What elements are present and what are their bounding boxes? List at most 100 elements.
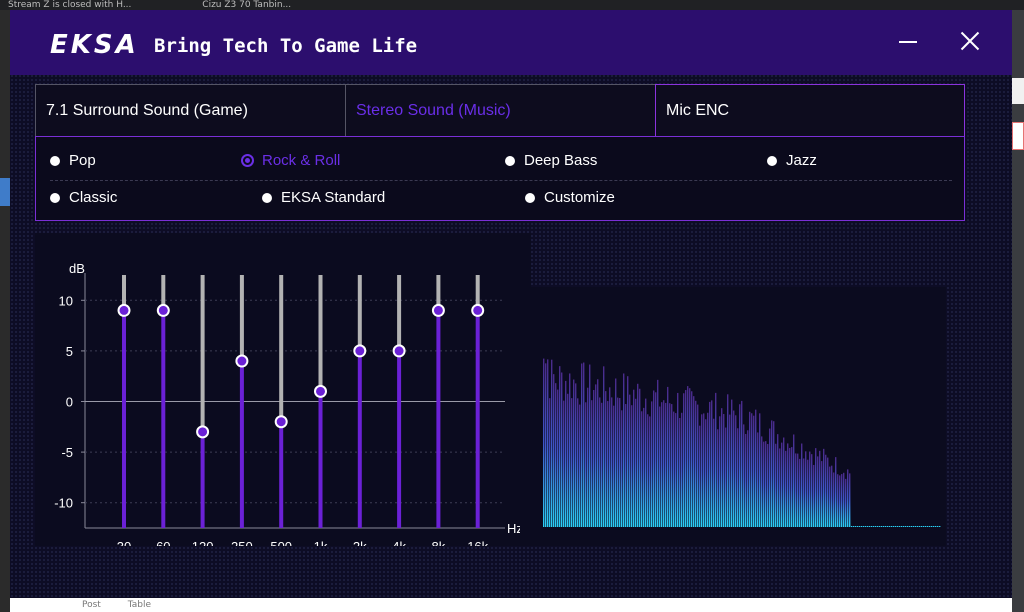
spectrum-bar bbox=[817, 456, 819, 527]
spectrum-bar bbox=[625, 404, 627, 527]
eq-slider-knob[interactable] bbox=[471, 303, 485, 317]
x-tick-label: 8k bbox=[432, 539, 446, 546]
spectrum-bar bbox=[795, 453, 797, 527]
close-button[interactable] bbox=[954, 26, 984, 56]
minimize-button[interactable] bbox=[894, 26, 924, 56]
spectrum-bar bbox=[569, 373, 571, 527]
spectrum-bar bbox=[583, 362, 585, 527]
spectrum-bar bbox=[751, 413, 753, 527]
background-selected-item bbox=[0, 178, 10, 206]
eq-slider-knob[interactable] bbox=[235, 354, 249, 368]
y-tick-label: 10 bbox=[59, 293, 73, 308]
spectrum-bar bbox=[759, 413, 761, 527]
spectrum-bar bbox=[729, 414, 731, 527]
tab-surround-sound-game[interactable]: 7.1 Surround Sound (Game) bbox=[35, 84, 346, 136]
spectrum-bar bbox=[799, 458, 801, 527]
x-tick-label: 1k bbox=[314, 539, 328, 546]
spectrum-bar bbox=[873, 526, 875, 527]
spectrum-bar bbox=[631, 405, 633, 527]
spectrum-bar bbox=[659, 406, 661, 527]
radio-dot bbox=[505, 156, 515, 166]
spectrum-bar bbox=[717, 429, 719, 527]
spectrum-bar bbox=[589, 364, 591, 527]
spectrum-bar bbox=[887, 526, 889, 527]
tab-label: Stereo Sound (Music) bbox=[356, 102, 511, 119]
eq-slider-knob[interactable] bbox=[117, 303, 131, 317]
spectrum-bar bbox=[663, 400, 665, 527]
spectrum-bar bbox=[785, 450, 787, 527]
spectrum-bar bbox=[621, 410, 623, 527]
spectrum-bar bbox=[743, 424, 745, 527]
spectrum-bar bbox=[739, 404, 741, 527]
spectrum-bar bbox=[771, 420, 773, 527]
spectrum-bar bbox=[757, 432, 759, 527]
radio-dot bbox=[525, 193, 535, 203]
spectrum-bar bbox=[933, 526, 935, 527]
spectrum-bar bbox=[637, 383, 639, 527]
spectrum-bar bbox=[611, 397, 613, 527]
eq-slider-knob[interactable] bbox=[314, 384, 327, 398]
spectrum-bar bbox=[647, 414, 649, 527]
spectrum-bar bbox=[915, 526, 917, 527]
spectrum-bar bbox=[655, 392, 657, 527]
spectrum-bar bbox=[823, 448, 825, 527]
spectrum-bar bbox=[829, 466, 831, 527]
background-bottom-tab[interactable]: Table bbox=[127, 600, 151, 610]
spectrum-bar bbox=[747, 430, 749, 527]
spectrum-bar bbox=[593, 390, 595, 527]
spectrum-bar bbox=[883, 526, 885, 527]
tab-stereo-sound-music[interactable]: Stereo Sound (Music) bbox=[346, 84, 655, 136]
spectrum-bar bbox=[815, 448, 817, 527]
background-tab[interactable]: Stream Z is closed with H... bbox=[8, 0, 132, 10]
spectrum-bar bbox=[683, 393, 685, 527]
background-bottom-tab[interactable]: Post bbox=[82, 600, 101, 610]
title-bar[interactable]: EKSA Bring Tech To Game Life bbox=[10, 10, 1012, 75]
spectrum-bar bbox=[553, 374, 555, 527]
spectrum-bar bbox=[559, 366, 561, 527]
spectrum-bar bbox=[853, 526, 855, 527]
spectrum-bar bbox=[837, 474, 839, 527]
spectrum-bar bbox=[617, 397, 619, 527]
eq-slider-knob[interactable] bbox=[431, 303, 445, 317]
spectrum-bar bbox=[635, 398, 637, 527]
radio-dot bbox=[50, 156, 60, 166]
spectrum-bar bbox=[831, 465, 833, 527]
spectrum-bar bbox=[821, 461, 823, 527]
spectrum-bar bbox=[913, 526, 915, 527]
spectrum-bar bbox=[673, 411, 675, 527]
spectrum-bar bbox=[845, 478, 847, 527]
spectrum-bar bbox=[641, 411, 643, 527]
spectrum-bar bbox=[619, 398, 621, 527]
background-tab[interactable]: Cizu Z3 70 Tanbin... bbox=[202, 0, 292, 10]
spectrum-bar bbox=[577, 398, 579, 527]
spectrum-bar bbox=[609, 387, 611, 527]
spectrum-bar bbox=[857, 526, 859, 527]
eq-slider-knob[interactable] bbox=[353, 344, 367, 358]
spectrum-bar bbox=[805, 451, 807, 527]
spectrum-bar bbox=[875, 526, 877, 527]
spectrum-bar bbox=[763, 441, 765, 527]
spectrum-bar bbox=[905, 526, 907, 527]
spectrum-bar bbox=[861, 526, 863, 527]
spectrum-bar bbox=[921, 526, 923, 527]
y-axis-label: dB bbox=[69, 261, 85, 276]
spectrum-bar bbox=[699, 425, 701, 527]
spectrum-bar bbox=[721, 408, 723, 527]
eq-slider-knob[interactable] bbox=[196, 425, 210, 439]
spectrum-bar bbox=[725, 427, 727, 527]
spectrum-bar bbox=[801, 443, 803, 527]
spectrum-bar bbox=[903, 526, 905, 527]
spectrum-bar bbox=[855, 526, 857, 527]
spectrum-bar bbox=[735, 415, 737, 527]
preset-label: Deep Bass bbox=[524, 152, 598, 169]
y-tick-label: -5 bbox=[61, 445, 73, 460]
eq-slider-knob[interactable] bbox=[274, 415, 288, 429]
eq-slider-knob[interactable] bbox=[156, 303, 170, 317]
spectrum-bar bbox=[615, 378, 617, 527]
spectrum-bar bbox=[869, 526, 871, 527]
spectrum-bar bbox=[803, 458, 805, 527]
eq-slider-knob[interactable] bbox=[392, 344, 406, 358]
tab-mic-enc[interactable]: Mic ENC bbox=[655, 84, 965, 136]
spectrum-bar bbox=[719, 416, 721, 527]
spectrum-bar bbox=[901, 526, 903, 527]
